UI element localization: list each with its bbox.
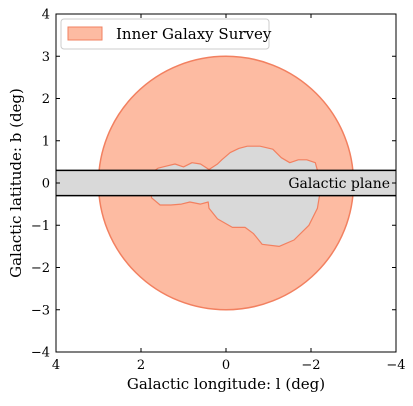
x-tick-label: −4: [386, 358, 405, 373]
y-tick-label: 1: [42, 134, 50, 149]
plot-content: [56, 55, 396, 311]
y-tick-label: 0: [42, 177, 50, 192]
legend-swatch-inner-galaxy-survey: [67, 26, 103, 41]
y-axis-label: Galactic latitude: b (deg): [7, 88, 25, 278]
y-tick-label: 2: [42, 92, 50, 107]
x-tick-label: 0: [222, 358, 230, 373]
y-tick-label: 3: [42, 50, 50, 65]
y-tick-label: −3: [31, 303, 50, 318]
x-axis-label: Galactic longitude: l (deg): [127, 375, 325, 393]
y-tick-label: −2: [31, 261, 50, 276]
galactic-plane-band: [56, 170, 396, 196]
legend: Inner Galaxy Survey: [60, 18, 272, 50]
legend-frame: [60, 18, 270, 50]
x-tick-label: −2: [301, 358, 320, 373]
y-tick-label: −4: [31, 346, 50, 361]
y-tick-label: −1: [31, 219, 50, 234]
axis-ticks: 4 2 0 −2 −4 −4 −3 −2 −1 0 1 2 3 4: [31, 8, 406, 374]
legend-label-inner-galaxy-survey: Inner Galaxy Survey: [116, 25, 272, 43]
galactic-plane-label: Galactic plane: [288, 176, 390, 192]
x-tick-label: 2: [137, 358, 145, 373]
y-tick-label: 4: [42, 8, 50, 23]
x-tick-label: 4: [52, 358, 60, 373]
